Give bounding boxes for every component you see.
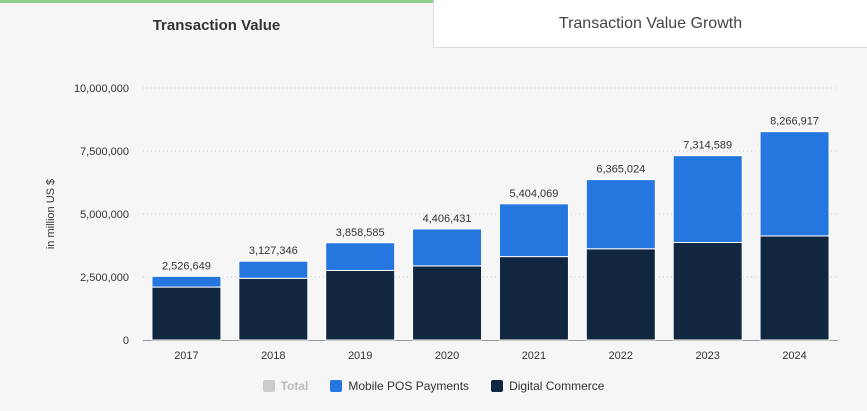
x-tick-label: 2024 [782, 350, 806, 362]
bar-mobile-pos [498, 203, 569, 258]
x-tick-label: 2019 [348, 350, 372, 362]
stacked-bar-chart: 0 2,500,000 5,000,000 7,500,000 10,000,000 in… [45, 83, 838, 362]
bar-mobile-pos [325, 242, 396, 271]
y-tick-label: 5,000,000 [80, 209, 129, 221]
legend-swatch-digital-commerce [491, 380, 504, 392]
legend-label-mobile-pos: Mobile POS Payments [348, 379, 470, 393]
data-label-total: 2,526,649 [162, 260, 211, 272]
y-tick-label: 0 [123, 335, 129, 347]
x-tick-label: 2021 [522, 350, 546, 362]
tab-transaction-value[interactable]: Transaction Value [0, 0, 433, 48]
tab-bar: Transaction Value Transaction Value Grow… [0, 0, 867, 48]
x-tick-label: 2022 [609, 350, 633, 362]
data-label-total: 3,127,346 [249, 245, 298, 257]
legend-label-total: Total [280, 379, 309, 393]
bar-mobile-pos [759, 131, 830, 237]
bar-digital-commerce [325, 269, 396, 341]
bar-digital-commerce [585, 248, 656, 341]
y-axis-label: in million US $ [45, 179, 57, 249]
y-tick-label: 7,500,000 [80, 146, 129, 158]
x-tick-label: 2023 [695, 350, 719, 362]
bar-digital-commerce [238, 277, 309, 341]
bar-mobile-pos [238, 260, 309, 279]
legend-label-digital-commerce: Digital Commerce [509, 379, 605, 393]
data-label-total: 3,858,585 [336, 227, 385, 239]
bar-mobile-pos [151, 275, 222, 288]
bar-digital-commerce [151, 286, 222, 341]
data-label-total: 7,314,589 [683, 140, 732, 152]
x-tick-label: 2017 [174, 350, 198, 362]
bar-digital-commerce [498, 256, 569, 341]
chart-area: 0 2,500,000 5,000,000 7,500,000 10,000,000 in… [0, 48, 867, 411]
bar-digital-commerce [412, 265, 483, 341]
legend: Total Mobile POS Payments Digital Commer… [0, 379, 867, 393]
data-label-total: 8,266,917 [770, 116, 819, 128]
data-label-total: 4,406,431 [423, 213, 472, 225]
bar-digital-commerce [759, 235, 830, 341]
x-tick-label: 2020 [435, 350, 459, 362]
bar-digital-commerce [672, 241, 743, 341]
tab-transaction-value-growth[interactable]: Transaction Value Growth [433, 0, 867, 48]
legend-item-mobile-pos[interactable]: Mobile POS Payments [330, 379, 469, 393]
x-tick-label: 2018 [261, 350, 285, 362]
bar-mobile-pos [412, 228, 483, 267]
legend-swatch-total [262, 380, 275, 392]
legend-item-digital-commerce[interactable]: Digital Commerce [491, 379, 604, 393]
bar-mobile-pos [672, 155, 743, 243]
legend-swatch-mobile-pos [330, 380, 343, 392]
bar-mobile-pos [585, 179, 656, 250]
data-label-total: 5,404,069 [509, 188, 558, 200]
legend-item-total[interactable]: Total [262, 379, 309, 393]
data-label-total: 6,365,024 [596, 164, 645, 176]
y-tick-label: 10,000,000 [74, 83, 129, 95]
y-tick-label: 2,500,000 [80, 272, 129, 284]
